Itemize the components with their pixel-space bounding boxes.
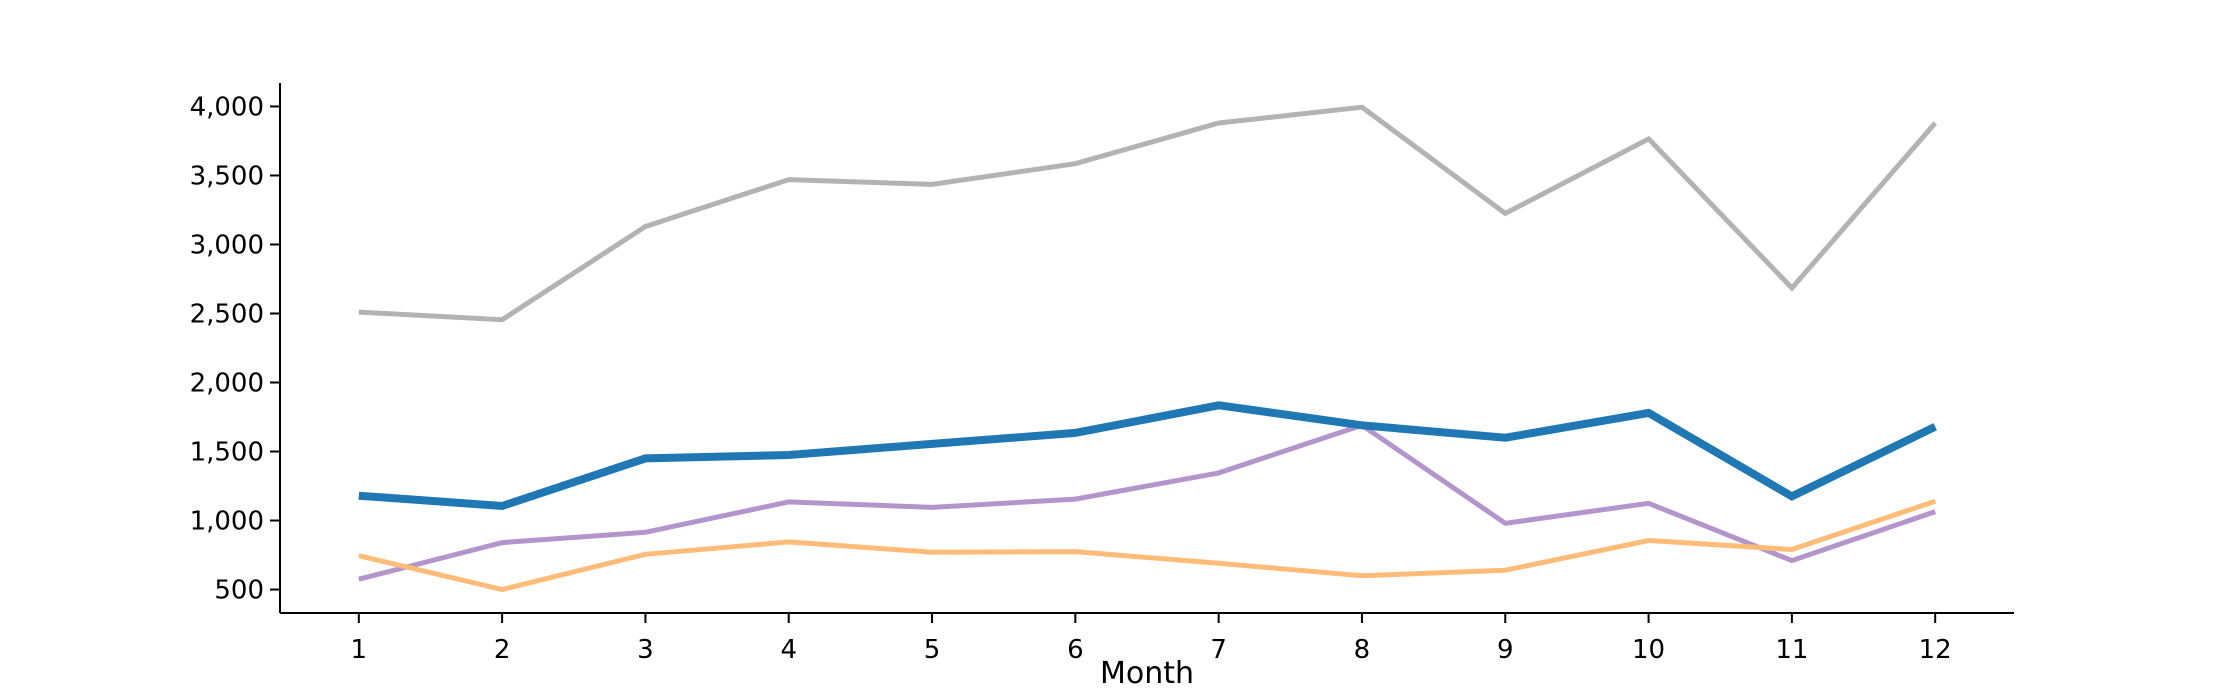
y-tick-label: 3,000 [190, 230, 264, 260]
y-tick-label: 1,500 [190, 438, 264, 468]
y-tick-label: 1,000 [190, 507, 264, 537]
x-tick-label: 3 [637, 635, 654, 665]
x-tick-label: 7 [1210, 635, 1227, 665]
x-tick-label: 5 [924, 635, 941, 665]
y-tick-label: 2,000 [190, 369, 264, 399]
x-axis-label: Month [1100, 656, 1194, 691]
x-tick-label: 12 [1919, 635, 1952, 665]
series-layer [358, 104, 1938, 593]
y-tick-label: 2,500 [190, 299, 264, 329]
axes-layer [279, 83, 2014, 614]
x-tick-label: 9 [1497, 635, 1514, 665]
x-tick-label: 1 [351, 635, 368, 665]
y-tick-label: 3,500 [190, 161, 264, 191]
x-tick-label: 10 [1632, 635, 1665, 665]
x-tick-label: 4 [780, 635, 797, 665]
x-tick-label: 8 [1354, 635, 1371, 665]
x-ticks: 1 2 3 4 5 6 7 8 9 10 11 12 [351, 613, 1952, 665]
series-line-1 [358, 104, 1938, 323]
y-tick-label: 500 [214, 576, 264, 606]
x-tick-label: 6 [1067, 635, 1084, 665]
series-line-2 [358, 401, 1937, 511]
x-tick-label: 11 [1775, 635, 1808, 665]
series-line-3 [358, 422, 1937, 582]
y-ticks: 500 1,000 1,500 2,000 2,500 3,000 3,500 4,000 [190, 92, 280, 606]
series-line-4 [358, 498, 1936, 593]
x-tick-label: 2 [494, 635, 511, 665]
y-tick-label: 4,000 [190, 92, 264, 122]
